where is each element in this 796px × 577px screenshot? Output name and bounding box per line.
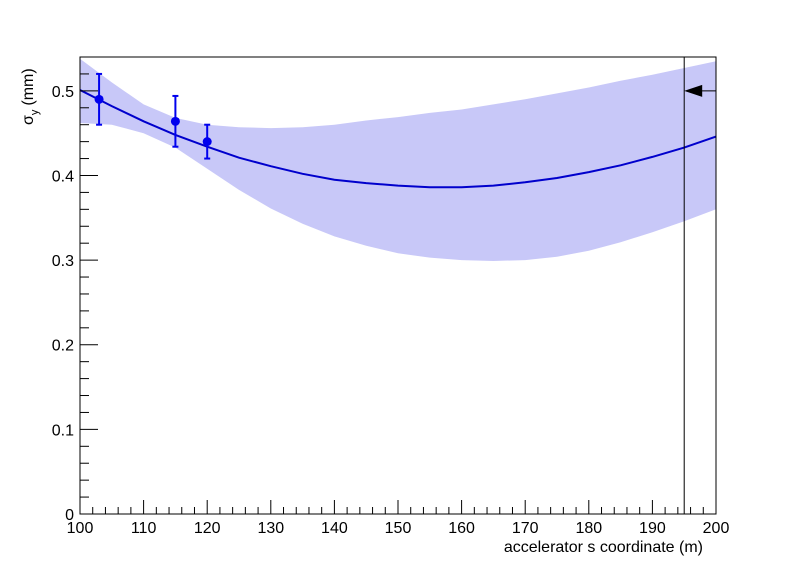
x-tick-label: 160 — [448, 520, 475, 537]
y-axis-title-unit: (mm) — [20, 68, 37, 105]
y-axis-title-symbol: σ — [20, 115, 37, 125]
y-axis-title: σy (mm) — [20, 68, 41, 125]
x-tick-label: 120 — [194, 520, 221, 537]
data-point-2 — [170, 94, 180, 148]
x-tick-label: 150 — [385, 520, 412, 537]
x-tick-label: 110 — [131, 520, 157, 537]
x-tick-label: 100 — [67, 520, 94, 537]
y-tick-label: 0.1 — [52, 422, 74, 439]
x-tick-label: 140 — [321, 520, 348, 537]
y-tick-label: 0.5 — [52, 84, 74, 101]
x-tick-label: 190 — [639, 520, 666, 537]
x-tick-label: 180 — [575, 520, 602, 537]
data-point-1 — [94, 72, 104, 126]
data-point-marker — [94, 94, 104, 104]
axes-group: 100 110 120 130 140 150 160 170 180 190 200 0 0.1 0.2… — [52, 56, 730, 537]
marker-group — [683, 57, 716, 514]
x-tick-label: 170 — [512, 520, 539, 537]
data-point-marker — [202, 137, 212, 147]
y-tick-label: 0 — [65, 507, 74, 524]
y-tick-label: 0.2 — [52, 338, 74, 355]
fit-curve-group — [79, 89, 717, 189]
x-tick-label: 130 — [257, 520, 284, 537]
fit-curve — [79, 89, 717, 189]
x-tick-label: 200 — [703, 520, 730, 537]
y-axis-title-subscript: y — [29, 109, 41, 115]
data-points-group — [94, 72, 212, 160]
data-point-3 — [202, 123, 212, 160]
data-point-marker — [170, 116, 180, 126]
y-tick-label: 0.4 — [52, 168, 74, 185]
confidence-band-group — [80, 58, 716, 262]
marker-arrow-head — [684, 84, 703, 97]
x-axis-title: accelerator s coordinate (m) — [504, 539, 703, 556]
y-tick-label: 0.3 — [52, 253, 74, 270]
confidence-band — [80, 58, 716, 262]
